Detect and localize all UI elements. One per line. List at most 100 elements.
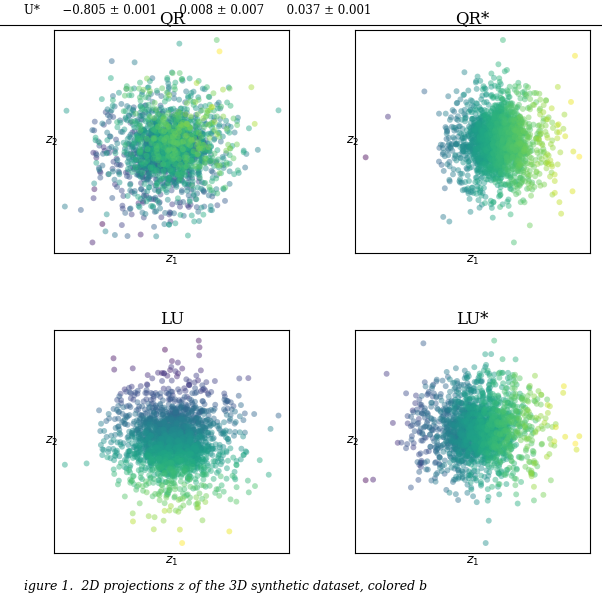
Point (470, 399, 480, 408)
Point (486, 154, 496, 164)
Point (483, 425, 493, 434)
Point (108, 444, 118, 454)
Point (464, 400, 473, 410)
Point (150, 130, 160, 139)
Point (176, 150, 186, 159)
Point (159, 152, 169, 162)
Point (402, 389, 411, 398)
Point (450, 402, 459, 412)
Point (476, 455, 486, 465)
Point (497, 382, 507, 392)
Point (143, 423, 152, 432)
Point (500, 145, 509, 154)
Point (463, 422, 473, 432)
Point (182, 161, 191, 171)
Point (466, 422, 476, 431)
Point (490, 139, 500, 149)
Point (451, 461, 461, 471)
Point (493, 146, 503, 155)
Point (471, 423, 481, 433)
Point (481, 110, 491, 120)
Point (539, 144, 548, 154)
Point (467, 146, 477, 155)
Point (152, 443, 161, 452)
Point (197, 155, 206, 165)
Point (186, 113, 196, 123)
Point (496, 152, 506, 162)
Point (437, 160, 447, 170)
Point (457, 432, 467, 441)
Point (477, 419, 486, 429)
Point (138, 198, 148, 208)
Point (458, 430, 467, 440)
Point (182, 137, 191, 147)
Point (168, 402, 178, 411)
Point (488, 92, 498, 102)
Point (498, 114, 508, 124)
Point (174, 176, 184, 186)
Point (223, 140, 233, 150)
Point (490, 435, 500, 445)
Point (503, 140, 513, 150)
Point (138, 456, 148, 465)
Point (168, 133, 178, 142)
Point (195, 161, 205, 171)
Point (154, 142, 163, 151)
Point (218, 152, 228, 162)
Point (471, 445, 481, 454)
Point (182, 131, 191, 141)
Point (503, 164, 513, 173)
Point (239, 146, 249, 155)
Point (490, 394, 500, 404)
Point (164, 443, 173, 453)
Point (140, 405, 150, 414)
Point (125, 478, 135, 487)
Point (197, 144, 207, 154)
Point (154, 139, 164, 148)
Point (181, 136, 191, 145)
Point (510, 144, 520, 154)
Point (450, 453, 460, 462)
Point (494, 162, 503, 172)
Point (158, 460, 167, 469)
Point (185, 435, 194, 444)
Point (506, 122, 515, 132)
Point (166, 387, 176, 396)
Point (498, 139, 507, 149)
Point (157, 476, 167, 486)
Point (447, 402, 456, 412)
Point (177, 187, 187, 197)
Point (180, 126, 190, 136)
Point (141, 425, 151, 434)
Point (489, 432, 498, 441)
Point (149, 222, 159, 231)
Point (504, 133, 514, 143)
Point (479, 122, 489, 132)
Point (498, 128, 508, 138)
Point (456, 154, 465, 163)
Point (102, 416, 111, 426)
Point (487, 124, 497, 133)
Point (480, 419, 489, 429)
Point (135, 151, 145, 160)
Point (148, 166, 158, 176)
Point (518, 104, 528, 114)
Point (514, 161, 524, 171)
Point (457, 428, 467, 437)
Point (206, 405, 216, 414)
Point (447, 432, 457, 442)
Point (152, 420, 161, 429)
Point (144, 142, 154, 151)
Point (147, 432, 157, 442)
Point (99, 437, 108, 446)
Point (485, 415, 495, 425)
Point (473, 138, 483, 148)
Point (176, 451, 186, 460)
Point (214, 98, 223, 108)
Point (145, 416, 155, 426)
Point (170, 82, 179, 91)
Point (497, 143, 506, 152)
Point (194, 135, 204, 144)
Point (477, 429, 487, 439)
Point (480, 199, 490, 208)
